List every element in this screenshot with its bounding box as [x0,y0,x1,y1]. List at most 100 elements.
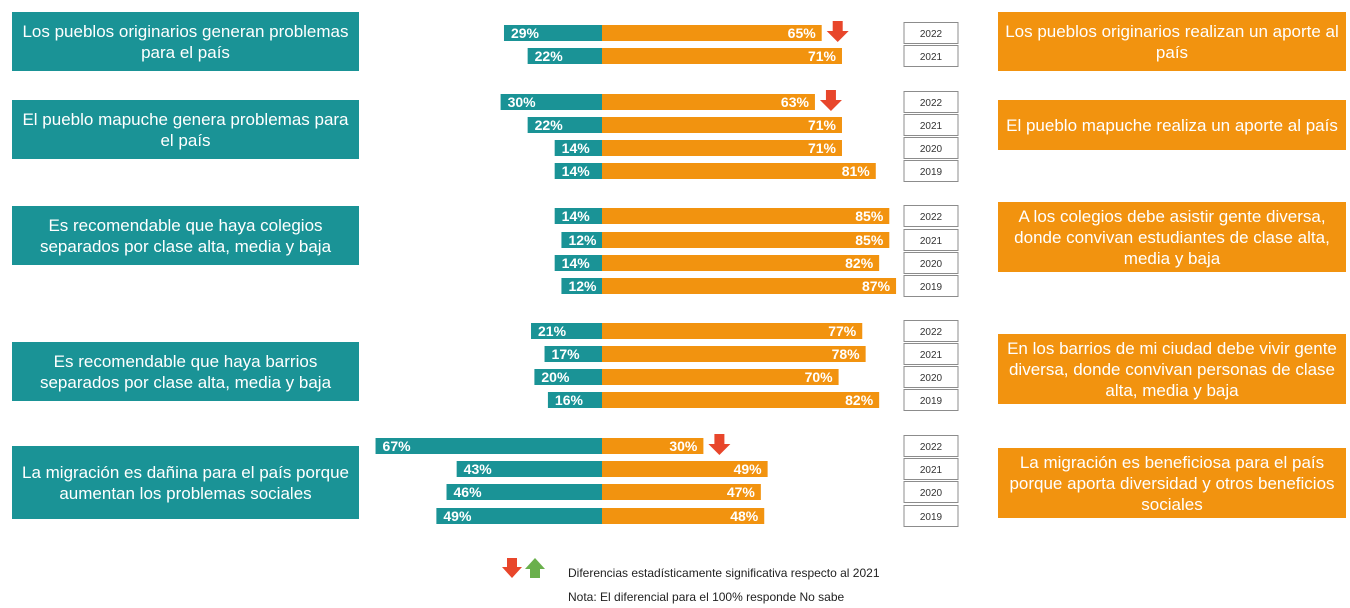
year-label: 2021 [920,52,943,63]
bar-left-label: 49% [443,508,472,524]
right-statement-4: En los barrios de mi ciudad debe vivir g… [998,334,1346,404]
year-label: 2019 [920,282,943,293]
year-label: 2019 [920,167,943,178]
bar-right-label: 81% [842,163,871,179]
bar-left-label: 16% [555,392,584,408]
note-text: Nota: El diferencial para el 100% respon… [568,590,845,604]
bar-left-label: 14% [562,140,591,156]
bar-left [527,117,602,133]
bar-right-label: 71% [808,117,837,133]
bar-right-label: 82% [845,255,874,271]
bar-right-label: 78% [832,346,861,362]
right-statement-1: Los pueblos originarios realizan un apor… [998,12,1346,71]
bar-right [602,25,822,41]
bar-right-label: 70% [805,369,834,385]
bar-right [602,163,876,179]
year-box [903,435,959,457]
bar-right [602,94,815,110]
bar-right [602,438,704,454]
bar-left [554,140,602,156]
year-box [903,275,959,297]
bar-right [602,461,768,477]
bar-left-label: 14% [562,208,591,224]
year-label: 2020 [920,259,943,270]
bar-left [544,346,602,362]
year-label: 2020 [920,144,943,155]
bar-right [602,484,761,500]
bar-left [534,369,602,385]
year-box [903,45,959,67]
bar-left-label: 22% [535,117,564,133]
bar-right [602,117,842,133]
left-statement-1: Los pueblos originarios generan problema… [12,12,359,71]
bar-left-label: 14% [562,255,591,271]
year-box [903,366,959,388]
year-box [903,160,959,182]
bar-right [602,140,842,156]
year-label: 2021 [920,236,943,247]
year-label: 2022 [920,327,943,338]
bar-left-label: 21% [538,323,567,339]
bar-right [602,392,880,408]
bar-left [554,163,602,179]
bar-left [503,25,602,41]
diverging-bar-chart: 29% 65% 2022 22% 71% 2021 30% 63% 2022 22% 71% 2021… [375,21,959,527]
year-label: 2021 [920,350,943,361]
year-box [903,343,959,365]
bar-left-label: 17% [552,346,581,362]
right-statement-2: El pueblo mapuche realiza un aporte al p… [998,100,1346,150]
bar-right-label: 87% [862,278,891,294]
year-box [903,458,959,480]
year-label: 2022 [920,98,943,109]
left-statement-2: El pueblo mapuche genera problemas para … [12,100,359,159]
year-box [903,22,959,44]
legend-up-arrow-icon [525,558,545,578]
bar-right [602,208,890,224]
year-box [903,91,959,113]
bar-left-label: 43% [464,461,493,477]
bar-right [602,346,866,362]
year-box [903,389,959,411]
significance-down-arrow-icon [708,434,731,455]
bar-left-label: 14% [562,163,591,179]
bar-right-label: 77% [828,323,857,339]
bar-left [500,94,602,110]
bar-right-label: 47% [727,484,756,500]
year-box [903,481,959,503]
bar-right [602,508,765,524]
bar-right-label: 71% [808,140,837,156]
year-box [903,205,959,227]
bar-right-label: 85% [855,232,884,248]
year-label: 2019 [920,512,943,523]
year-label: 2022 [920,442,943,453]
bar-right-label: 49% [734,461,763,477]
bar-right-label: 63% [781,94,810,110]
year-label: 2020 [920,488,943,499]
bar-left-label: 22% [535,48,564,64]
bar-left [561,232,602,248]
bar-left [531,323,602,339]
legend-arrows-icon [502,558,545,578]
bar-left-label: 46% [454,484,483,500]
bar-right [602,232,890,248]
bar-left-label: 30% [508,94,537,110]
bar-right-label: 30% [669,438,698,454]
bar-left-label: 20% [541,369,570,385]
bar-right [602,255,880,271]
bar-left [554,208,602,224]
bar-right-label: 82% [845,392,874,408]
right-statement-3: A los colegios debe asistir gente divers… [998,202,1346,272]
significance-down-arrow-icon [826,21,849,42]
bar-right-label: 85% [855,208,884,224]
bar-right-label: 71% [808,48,837,64]
left-statement-4: Es recomendable que haya barrios separad… [12,342,359,401]
bar-right [602,278,897,294]
year-box [903,505,959,527]
bar-right-label: 65% [788,25,817,41]
bar-left [554,255,602,271]
year-label: 2019 [920,396,943,407]
bar-left [561,278,602,294]
bar-left [547,392,602,408]
bar-right-label: 48% [730,508,759,524]
year-label: 2021 [920,121,943,132]
